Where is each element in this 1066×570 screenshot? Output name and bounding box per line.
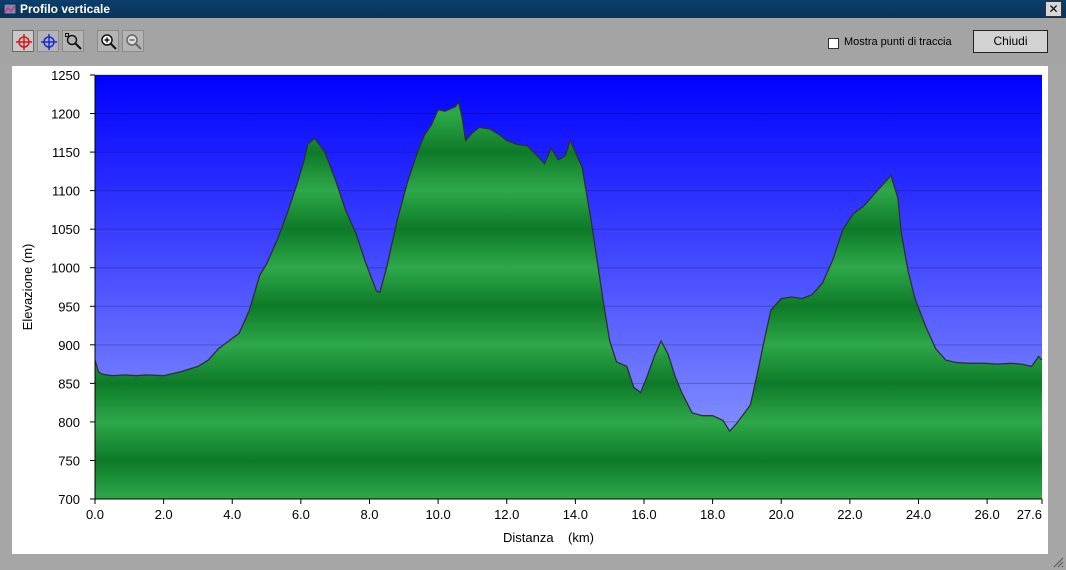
x-tick-label: 4.0 xyxy=(223,507,241,522)
window-close-icon[interactable]: ✕ xyxy=(1045,1,1062,17)
x-tick-label: 14.0 xyxy=(563,507,588,522)
y-tick-label: 1050 xyxy=(51,222,80,237)
x-axis-label: Distanza (km) xyxy=(503,530,594,545)
x-tick-label: 6.0 xyxy=(292,507,310,522)
zoom-in-icon xyxy=(101,34,117,50)
y-tick-label: 1200 xyxy=(51,107,80,122)
y-axis-ticks: 700 750 800 850 900 950 1000 1050 1100 1150 1200 12… xyxy=(51,68,95,507)
x-axis-ticks: 0.0 2.0 4.0 6.0 8.0 10.0 12.0 14.0 16.0 18.0 20.0 2… xyxy=(86,499,1043,522)
y-tick-label: 850 xyxy=(58,376,80,391)
zoom-in-button[interactable] xyxy=(97,30,119,52)
target-red-icon xyxy=(16,34,32,50)
zoom-out-icon xyxy=(126,34,142,50)
crosshair-red-button[interactable] xyxy=(12,30,34,52)
x-tick-label: 8.0 xyxy=(360,507,378,522)
x-tick-label: 22.0 xyxy=(837,507,862,522)
crosshair-blue-button[interactable] xyxy=(37,30,59,52)
title-bar: Profilo verticale ✕ xyxy=(0,0,1066,18)
x-tick-label: 24.0 xyxy=(906,507,931,522)
x-tick-label: 20.0 xyxy=(769,507,794,522)
x-tick-label: 18.0 xyxy=(700,507,725,522)
y-tick-label: 750 xyxy=(58,453,80,468)
close-button[interactable]: Chiudi xyxy=(973,30,1048,53)
elevation-line xyxy=(94,100,1043,433)
zoom-out-button[interactable] xyxy=(122,30,144,52)
x-tick-label: 0.0 xyxy=(86,507,104,522)
show-track-points-checkbox[interactable] xyxy=(828,38,839,49)
window-title: Profilo verticale xyxy=(20,2,111,16)
y-tick-label: 700 xyxy=(58,492,80,507)
x-tick-label: 26.0 xyxy=(974,507,999,522)
chart-panel: 700 750 800 850 900 950 1000 1050 1100 1150 1200 12… xyxy=(12,66,1048,554)
elevation-area xyxy=(95,102,1042,499)
x-tick-label: 12.0 xyxy=(494,507,519,522)
x-tick-label: 2.0 xyxy=(155,507,173,522)
toolbar xyxy=(0,18,1066,64)
y-tick-label: 1100 xyxy=(52,184,80,199)
y-axis-label: Elevazione (m) xyxy=(20,244,35,331)
axes xyxy=(94,75,1042,500)
y-tick-label: 800 xyxy=(58,415,80,430)
x-tick-label: 16.0 xyxy=(631,507,656,522)
x-tick-label: 10.0 xyxy=(425,507,450,522)
x-tick-label: 27.6 xyxy=(1017,507,1042,522)
y-tick-label: 1000 xyxy=(51,261,80,276)
y-tick-label: 1150 xyxy=(52,145,80,160)
show-track-points-label: Mostra punti di traccia xyxy=(844,36,952,48)
y-tick-label: 1250 xyxy=(51,68,80,83)
zoom-window-button[interactable] xyxy=(62,30,84,52)
resize-grip-icon[interactable] xyxy=(1052,556,1064,568)
target-blue-icon xyxy=(41,34,57,50)
y-tick-label: 950 xyxy=(58,299,80,314)
app-icon xyxy=(3,3,17,15)
elevation-chart: 700 750 800 850 900 950 1000 1050 1100 1150 1200 12… xyxy=(20,68,1043,545)
zoom-rect-icon xyxy=(65,33,82,50)
y-tick-label: 900 xyxy=(58,338,80,353)
